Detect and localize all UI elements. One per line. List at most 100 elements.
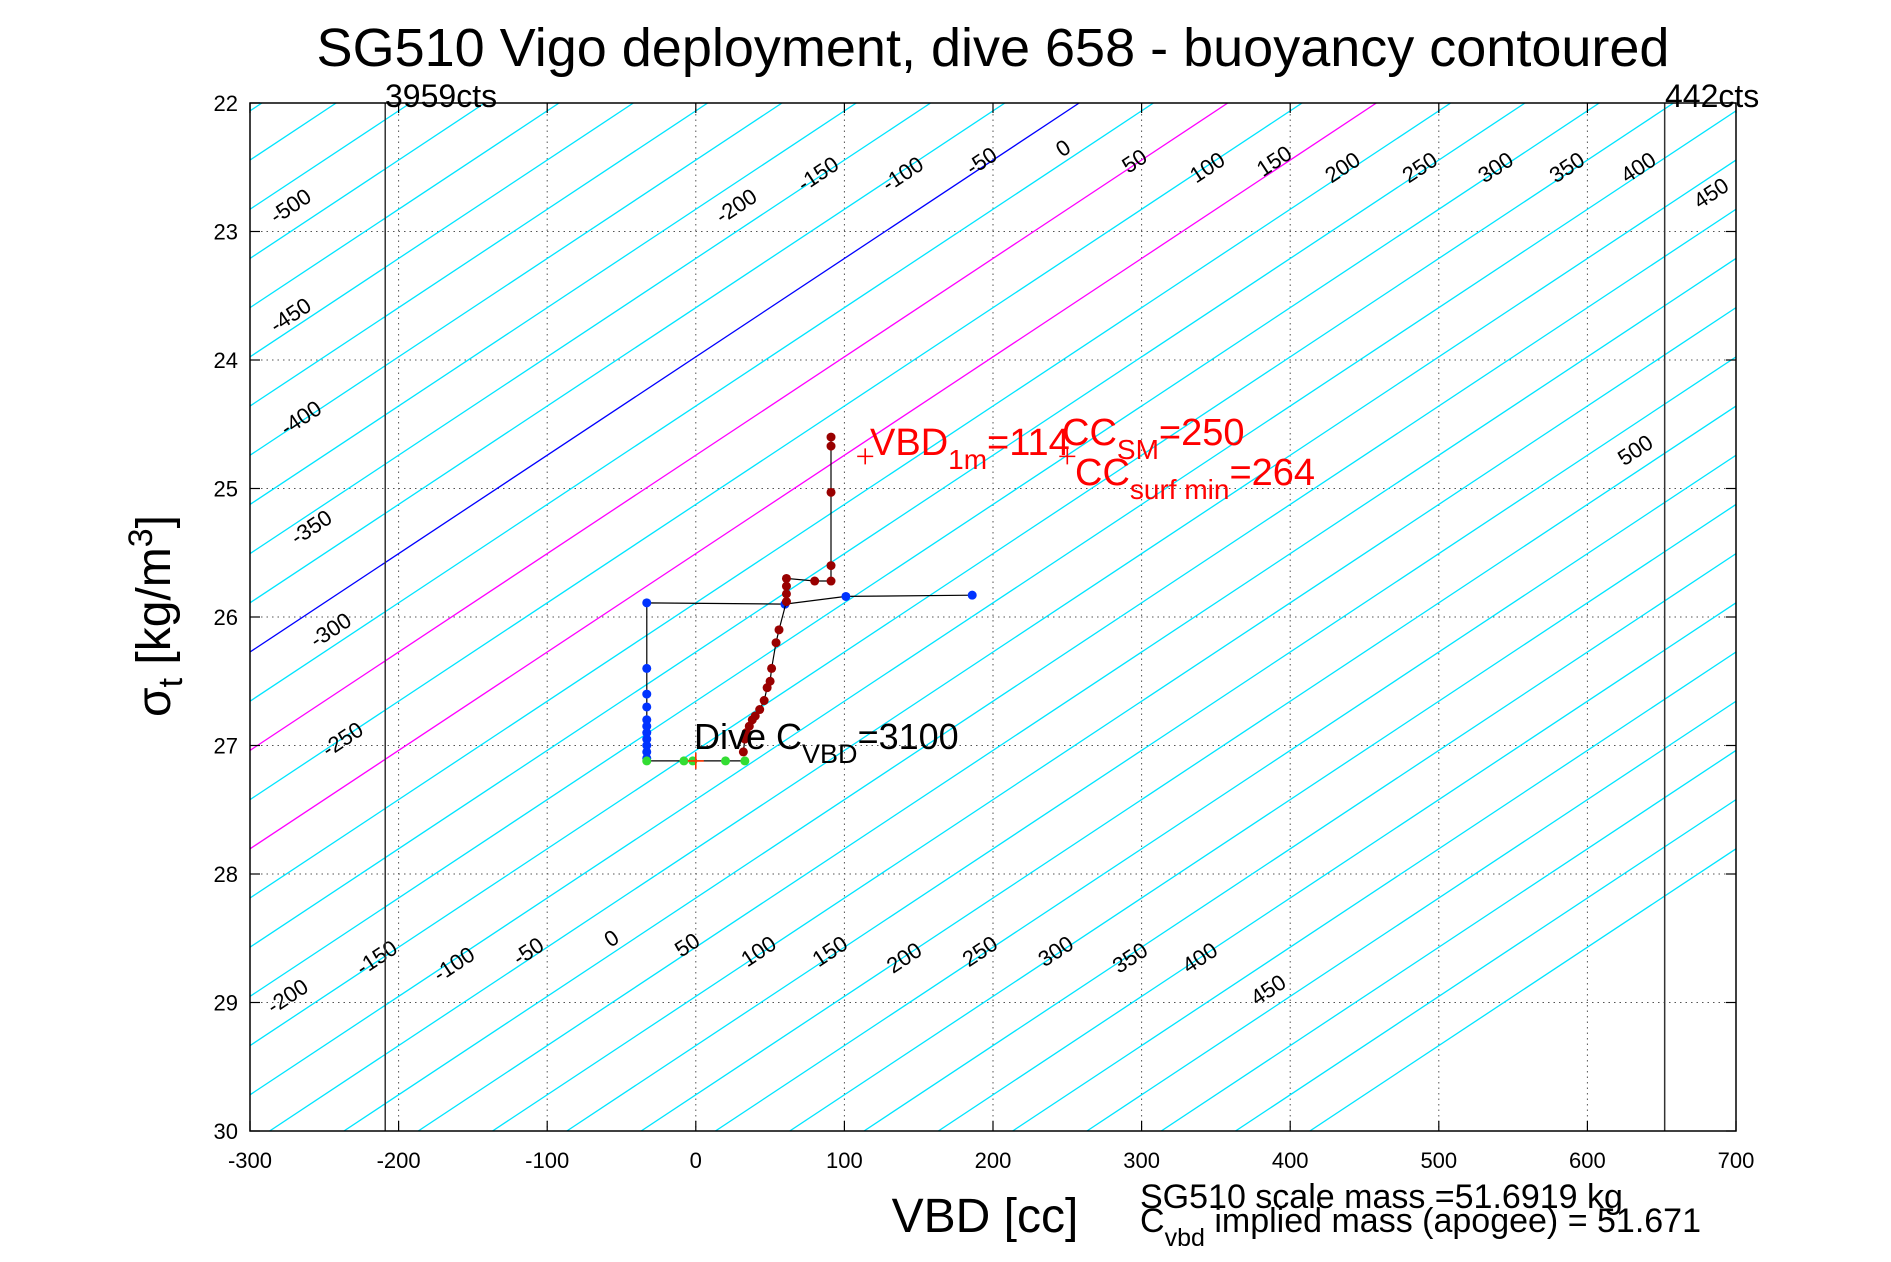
data-point: [642, 756, 652, 766]
data-point: [826, 441, 836, 451]
cc-sm-value: =250: [1159, 412, 1245, 454]
dive-cvbd-annotation: Dive CVBD=3100: [694, 716, 959, 769]
x-tick-label: -300: [228, 1148, 272, 1173]
data-point: [781, 573, 791, 583]
y-axis-ticks: 22 23 24 25 26 27 28 29 30: [214, 91, 1736, 1144]
cc-sm-sub: SM: [1117, 434, 1159, 465]
chart-title: SG510 Vigo deployment, dive 658 - buoyan…: [317, 18, 1670, 78]
contour-line: [250, 103, 1377, 850]
contour-line: [250, 103, 1154, 703]
cc-surf-sub: surf min: [1130, 474, 1230, 505]
data-point: [642, 728, 652, 738]
data-point: [642, 689, 652, 699]
data-point: [826, 561, 836, 571]
x-tick-label: 400: [1272, 1148, 1309, 1173]
x-tick-label: -200: [377, 1148, 421, 1173]
y-axis-label: σt [kg/m3]: [122, 515, 190, 717]
contour-line: [250, 103, 783, 457]
contour-line: [250, 103, 1600, 998]
y-tick-label: 24: [214, 348, 238, 373]
data-point: [781, 581, 791, 591]
contour-line: [250, 103, 634, 358]
y-tick-label: 29: [214, 991, 238, 1016]
contour-line: [566, 356, 1736, 1131]
data-point: [762, 683, 772, 693]
y-tick-label: 23: [214, 220, 238, 245]
data-point: [771, 638, 781, 648]
dive-cvbd-value: =3100: [858, 716, 959, 757]
x-tick-label: 600: [1569, 1148, 1606, 1173]
data-point: [755, 705, 765, 715]
x-axis-ticks: -300 -200 -100 0 100 200 300 400 500 600 700: [228, 103, 1754, 1173]
x-tick-label: 700: [1718, 1148, 1755, 1173]
y-tick-label: 25: [214, 477, 238, 502]
x-tick-label: 200: [975, 1148, 1012, 1173]
data-point: [642, 747, 652, 757]
y-axis-label-main: σ: [128, 687, 181, 717]
vbd-limit-lines: [384, 103, 1666, 1131]
cc-surf-value: =264: [1229, 452, 1315, 494]
x-axis-label: VBD [cc]: [892, 1190, 1079, 1243]
buoyancy-contours: [250, 103, 1736, 1131]
y-tick-label: 28: [214, 862, 238, 887]
contour-line: [1160, 749, 1736, 1131]
x-tick-label: 0: [690, 1148, 702, 1173]
data-point: [810, 576, 820, 586]
contour-line: [1235, 798, 1736, 1131]
data-point: [721, 756, 731, 766]
y-axis-label-rest: [kg/m: [128, 547, 181, 678]
plus-marker: [1059, 448, 1076, 465]
footer-implied-mass-value: implied mass (apogee) = 51.671: [1205, 1202, 1701, 1240]
contour-line: [492, 306, 1736, 1131]
cc-surf-main: CC: [1075, 452, 1130, 494]
contour-line: [250, 103, 1006, 604]
contour-line: [715, 454, 1736, 1131]
x-tick-label: 300: [1123, 1148, 1160, 1173]
data-point: [679, 756, 689, 766]
cc-sm-main: CC: [1062, 412, 1117, 454]
data-point: [642, 663, 652, 673]
data-point: [738, 747, 748, 757]
contour-line: [250, 103, 1526, 948]
data-point: [642, 741, 652, 750]
data-point: [826, 432, 836, 442]
cc-sm-annotation: CCSM=250: [1062, 412, 1244, 465]
data-point: [642, 734, 652, 744]
contour-line: [269, 159, 1736, 1131]
data-point: [774, 625, 784, 635]
contour-line: [250, 103, 1452, 899]
data-point: [740, 734, 750, 744]
data-point: [740, 756, 750, 766]
vbd-1m-main: VBD: [870, 422, 948, 464]
data-point: [841, 591, 851, 601]
y-tick-label: 26: [214, 605, 238, 630]
data-point: [759, 696, 769, 706]
plus-marker: [857, 448, 874, 465]
y-tick-label: 22: [214, 91, 238, 116]
dive-cvbd-main: Dive C: [694, 716, 802, 757]
data-point: [642, 598, 652, 608]
setpoint-markers: [687, 448, 1076, 769]
data-point: [826, 576, 836, 586]
y-axis-label-end: ]: [128, 515, 181, 528]
contour-line: [250, 103, 1674, 1047]
data-point: [642, 702, 652, 712]
data-point: [781, 597, 791, 607]
contour-line: [250, 103, 709, 407]
grid-lines: [250, 103, 1736, 1131]
footer-cvbd-sub: vbd: [1165, 1224, 1205, 1252]
footer-implied-mass: Cvbd implied mass (apogee) = 51.671: [1140, 1202, 1701, 1252]
contour-line: [1086, 700, 1736, 1131]
contour-line: [250, 103, 560, 309]
contour-line: [343, 208, 1736, 1131]
data-point: [826, 487, 836, 497]
contour-line: [250, 110, 1736, 1096]
contour-line: [1012, 651, 1736, 1131]
dive-cvbd-sub: VBD: [802, 739, 858, 769]
contour-line: [250, 103, 1080, 653]
x-tick-label: -100: [525, 1148, 569, 1173]
contour-line: [640, 405, 1736, 1131]
vbd-1m-sub: 1m: [948, 444, 987, 475]
contour-line: [789, 503, 1736, 1131]
